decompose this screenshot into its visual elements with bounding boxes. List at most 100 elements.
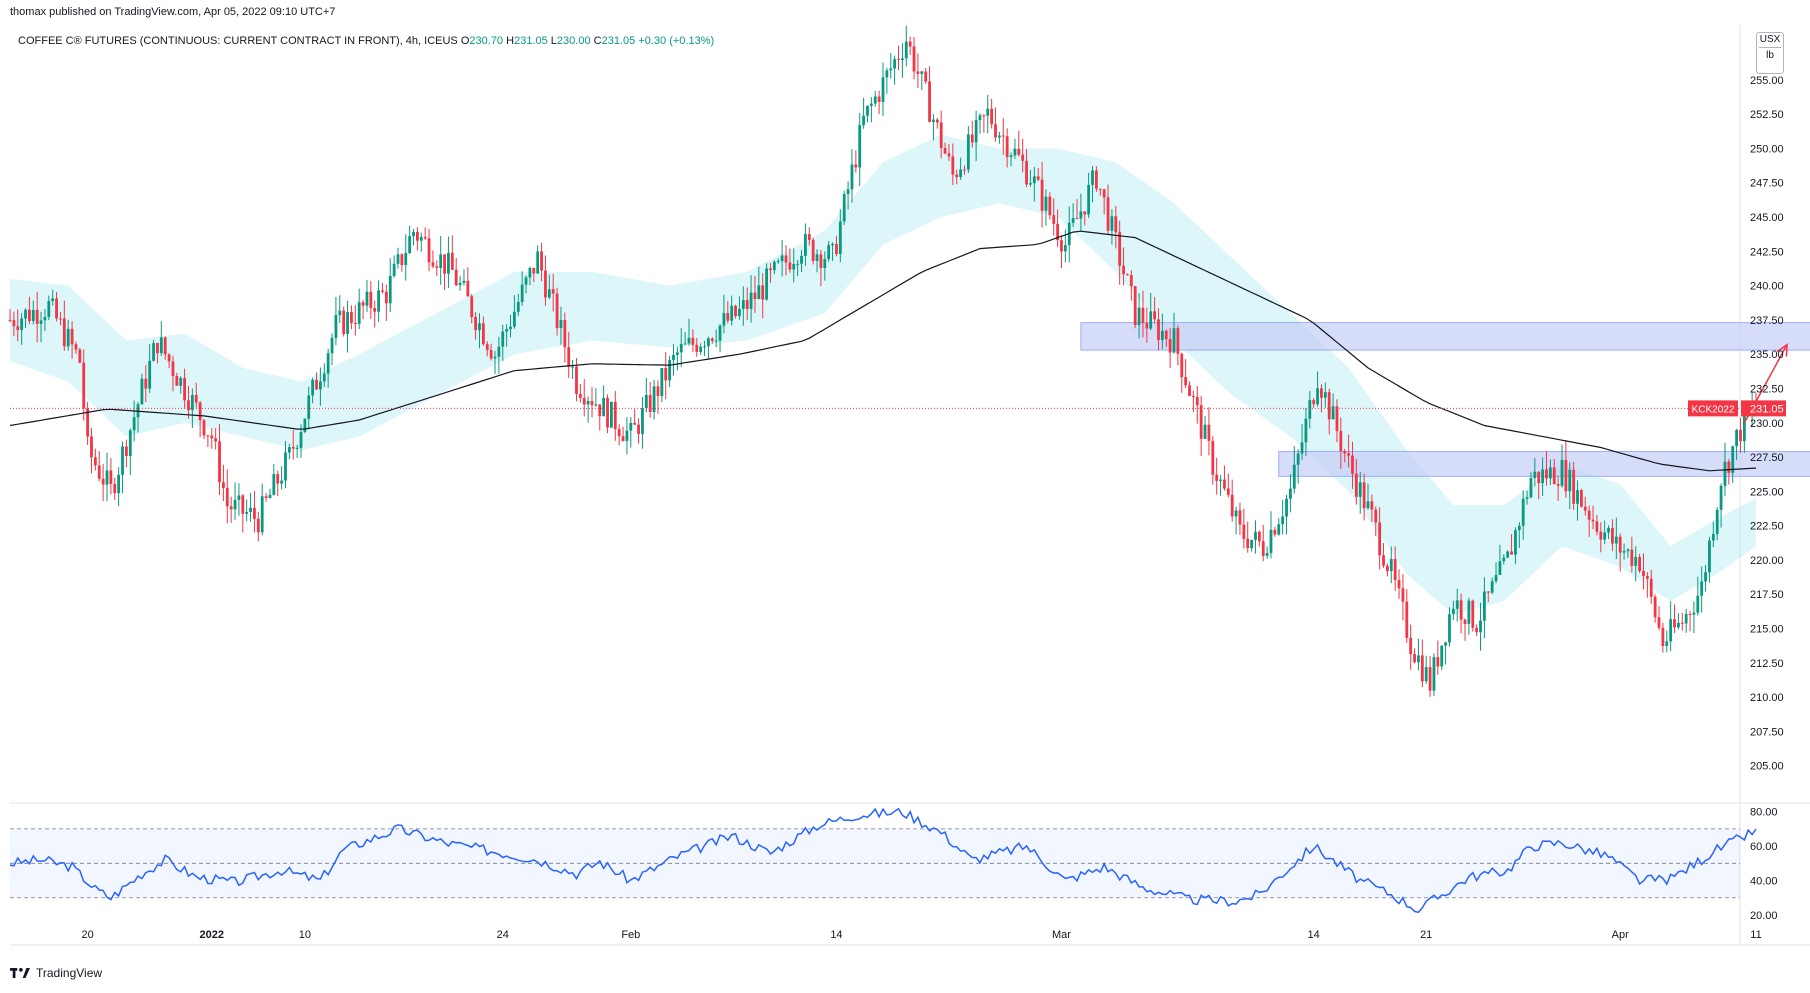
candle-body [1273, 529, 1277, 535]
candle-body [1680, 622, 1684, 624]
candle-body [1025, 160, 1028, 185]
time-tick-label: 20 [81, 929, 93, 941]
candle-body [1545, 469, 1548, 479]
candle-body [1211, 440, 1215, 475]
price-chart[interactable]: 236.30227.00 205.00 207.50 210.00 212.50 215… [0, 0, 1810, 960]
candle-body [1611, 527, 1614, 544]
candle-body [1642, 570, 1645, 577]
candle-body [342, 310, 346, 334]
candle-body [578, 393, 582, 398]
candle-body [1572, 469, 1576, 504]
candle-body [1552, 467, 1556, 485]
candle-body [753, 292, 757, 300]
candle-body [1366, 501, 1370, 509]
candle-body [86, 408, 89, 437]
candle-body [606, 397, 609, 428]
candle-body [672, 354, 675, 361]
candle-body [524, 277, 528, 285]
candle-body [128, 430, 132, 456]
candle-body [699, 346, 703, 352]
candle-body [1079, 211, 1083, 219]
candle-body [629, 422, 633, 431]
candle-body [877, 96, 881, 102]
rsi-pane[interactable]: 20.00 40.00 60.00 80.00 [9, 807, 1778, 922]
candle-body [916, 71, 920, 74]
high-label: H [506, 35, 515, 47]
candle-body [1649, 578, 1653, 597]
candle-body [617, 429, 621, 437]
candle-body [963, 169, 966, 171]
candle-body [687, 337, 691, 344]
candle-body [935, 119, 939, 123]
candle-body [761, 285, 765, 300]
candle-body [435, 266, 439, 268]
candle-body [1323, 392, 1327, 398]
candle-body [831, 243, 834, 246]
candle-body [559, 320, 563, 329]
candle-body [1723, 461, 1727, 486]
candle-body [679, 344, 683, 353]
candle-body [233, 499, 237, 510]
price-unit-button[interactable]: USX lb [1756, 32, 1784, 74]
support-resistance-zones[interactable]: 236.30227.00 [1080, 303, 1810, 477]
candle-body [105, 470, 109, 485]
candle-body [1114, 216, 1118, 233]
candle-body [28, 309, 31, 322]
candle-body [1661, 627, 1665, 646]
candle-body [326, 353, 330, 374]
candle-body [1479, 620, 1482, 633]
candle-body [1521, 498, 1525, 526]
candle-body [598, 404, 602, 417]
time-axis[interactable]: 2020221024Feb14Mar1421Apr1125May9 [81, 929, 1810, 941]
candle-body [1219, 479, 1222, 481]
candle-body [986, 108, 990, 116]
candle-body [1102, 189, 1106, 198]
close-label: C [593, 35, 602, 47]
close-value: 231.05 [601, 35, 636, 47]
candle-body [361, 302, 365, 306]
candle-body [493, 356, 497, 359]
candle-body [357, 302, 361, 324]
candle-body [1184, 377, 1188, 386]
candle-body [381, 290, 384, 292]
candle-body [1083, 211, 1087, 215]
candle-body [621, 436, 625, 441]
candle-body [90, 436, 93, 458]
envelope-band-area [10, 134, 1756, 615]
candle-body [1335, 406, 1339, 432]
candle-body [1739, 429, 1742, 442]
candle-body [1265, 552, 1269, 556]
candle-body [260, 496, 264, 533]
candle-body [1141, 307, 1145, 324]
candle-body [1630, 549, 1634, 566]
price-axis[interactable]: 205.00 207.50 210.00 212.50 215.00 217.50 220.… [1688, 75, 1786, 773]
candle-body [1149, 311, 1153, 329]
candle-body [1040, 179, 1044, 211]
candle-body [179, 377, 183, 386]
candle-body [1129, 275, 1133, 287]
candle-body [1595, 521, 1599, 532]
symbol-title[interactable]: COFFEE C® FUTURES (CONTINUOUS: CURRENT C… [18, 35, 458, 47]
candle-body [1296, 453, 1300, 465]
candle-body [218, 441, 221, 483]
candle-body [47, 301, 51, 317]
candle-body [722, 313, 726, 326]
candle-body [714, 340, 718, 342]
footer-brand[interactable]: TradingView [10, 966, 102, 980]
candle-body [245, 512, 249, 514]
candle-body [1071, 218, 1075, 223]
price-tick-label: 252.50 [1750, 109, 1784, 121]
price-tick-label: 220.00 [1750, 555, 1784, 567]
candle-body [1254, 531, 1257, 540]
open-value: 230.70 [469, 35, 504, 47]
candle-body [214, 438, 218, 442]
candle-body [1397, 579, 1401, 589]
zone-rect [1080, 322, 1810, 351]
candle-body [187, 400, 190, 411]
candle-body [458, 282, 462, 286]
candle-body [520, 284, 524, 302]
candle-body [668, 360, 671, 381]
candle-body [815, 254, 819, 261]
candle-body [1580, 490, 1583, 507]
candle-body [1320, 388, 1323, 398]
